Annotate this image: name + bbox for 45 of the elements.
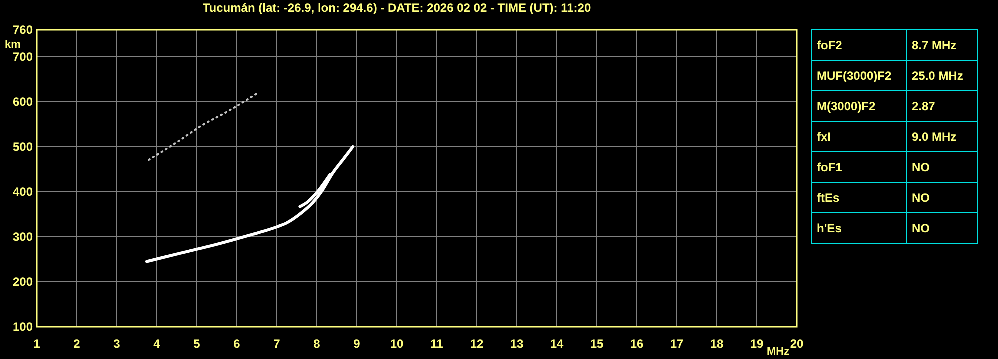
x-tick-label: 3 <box>114 337 121 351</box>
chart-title: Tucumán (lat: -26.9, lon: 294.6) - DATE: 2026 02 02 - TIME (UT): 11:20 <box>202 1 592 15</box>
x-axis-title: MHz <box>767 346 790 358</box>
text: 2.87 <box>912 99 936 114</box>
y-tick-label: 760 <box>12 23 34 37</box>
x-tick-label: 12 <box>470 337 484 351</box>
x-tick-label: 7 <box>274 337 281 351</box>
x-tick-label: 2 <box>74 337 81 351</box>
text: NO <box>912 160 930 174</box>
x-tick-label: 9 <box>354 337 361 351</box>
y-tick-label: 700 <box>12 50 34 64</box>
y-tick-label: 300 <box>12 230 34 244</box>
text: 25.0 MHz <box>912 68 964 83</box>
text: M(3000)F2 <box>817 99 876 114</box>
text: fxI <box>817 130 832 144</box>
text: MUF(3000)F2 <box>817 68 892 83</box>
x-tick-label: 6 <box>234 337 241 351</box>
x-tick-label: 10 <box>390 337 404 351</box>
text: NO <box>912 221 930 236</box>
text: 8.7 MHz <box>912 38 957 52</box>
x-tick-label: 4 <box>154 337 161 351</box>
x-tick-label: 11 <box>430 337 444 351</box>
y-tick-label: 400 <box>12 185 34 199</box>
x-tick-label: 5 <box>194 337 201 351</box>
x-tick-label: 17 <box>670 337 684 351</box>
x-tick-label: 1 <box>34 337 41 351</box>
y-tick-label: 100 <box>12 320 34 334</box>
x-tick-label: 19 <box>750 337 764 351</box>
text: 9.0 MHz <box>912 130 957 144</box>
x-tick-label: 16 <box>630 337 644 351</box>
y-tick-label: 500 <box>12 140 34 154</box>
x-tick-label: 20 <box>790 337 804 351</box>
text: foF2 <box>817 38 843 52</box>
text: h'Es <box>817 221 842 236</box>
y-axis-title: km <box>5 39 22 51</box>
y-tick-label: 200 <box>12 275 34 289</box>
text: foF1 <box>817 160 843 174</box>
x-tick-label: 14 <box>550 337 564 351</box>
x-tick-label: 8 <box>314 337 321 351</box>
x-tick-label: 15 <box>590 337 604 351</box>
text: NO <box>912 190 930 205</box>
x-tick-label: 13 <box>510 337 524 351</box>
x-tick-label: 18 <box>710 337 724 351</box>
y-tick-label: 600 <box>12 95 34 109</box>
text: ftEs <box>817 190 840 205</box>
